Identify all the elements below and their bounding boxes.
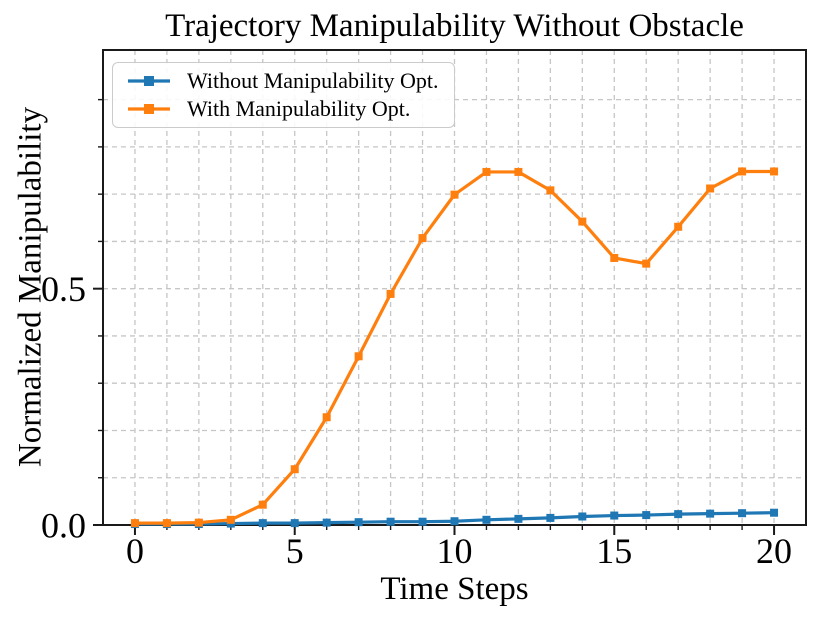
- series-1-marker: [386, 289, 395, 298]
- legend-label: With Manipulability Opt.: [187, 96, 411, 122]
- legend-item-with-opt: With Manipulability Opt.: [113, 96, 454, 122]
- x-tick-label: 0: [126, 531, 144, 571]
- x-tick-label: 10: [437, 531, 473, 571]
- series-0-marker: [290, 519, 299, 528]
- series-0-marker: [258, 519, 267, 528]
- series-0-marker: [674, 510, 683, 519]
- series-1-marker: [354, 352, 363, 361]
- series-0-marker: [482, 515, 491, 524]
- series-1-marker: [162, 519, 171, 528]
- series-1-marker: [322, 413, 331, 422]
- legend-line-marker-sample: [128, 104, 170, 115]
- series-1-marker: [290, 465, 299, 474]
- series-0-marker: [610, 511, 619, 520]
- series-1-marker: [450, 190, 459, 199]
- series-0-marker: [706, 509, 715, 518]
- series-1-marker: [546, 186, 555, 195]
- x-tick-label: 5: [286, 531, 304, 571]
- legend-item-without-opt: Without Manipulability Opt.: [113, 68, 454, 94]
- legend-label: Without Manipulability Opt.: [187, 67, 439, 93]
- series-1-marker: [578, 217, 587, 226]
- series-1-marker: [514, 167, 523, 176]
- series-1-marker: [642, 259, 651, 268]
- series-1-marker: [258, 500, 267, 509]
- series-1-marker: [770, 167, 779, 176]
- x-tick-label: 20: [756, 531, 792, 571]
- legend: Without Manipulability Opt. With Manipul…: [112, 62, 455, 128]
- series-0-marker: [578, 512, 587, 521]
- series-0-marker: [514, 514, 523, 523]
- series-0-marker: [642, 511, 651, 520]
- series-0-marker: [354, 518, 363, 527]
- series-1-marker: [130, 519, 139, 528]
- series-1-marker: [610, 253, 619, 262]
- series-0-marker: [738, 509, 747, 518]
- series-1-marker: [738, 167, 747, 176]
- series-0-marker: [322, 518, 331, 527]
- series-1-marker: [418, 234, 427, 243]
- y-tick-label: 0.5: [41, 269, 86, 309]
- series-0-marker: [386, 517, 395, 526]
- x-axis-label: Time Steps: [380, 571, 529, 607]
- series-1-marker: [194, 518, 203, 527]
- y-tick-label: 0.0: [41, 506, 86, 546]
- series-0-marker: [418, 517, 427, 526]
- series-1-marker: [706, 184, 715, 193]
- legend-line-marker-sample: [128, 75, 170, 86]
- series-1-marker: [226, 515, 235, 524]
- series-0-marker: [546, 513, 555, 522]
- x-tick-label: 15: [596, 531, 632, 571]
- chart-title: Trajectory Manipulability Without Obstac…: [165, 8, 744, 44]
- series-0-marker: [770, 508, 779, 517]
- series-1-marker: [674, 222, 683, 231]
- series-0-marker: [450, 517, 459, 526]
- series-1-marker: [482, 167, 491, 176]
